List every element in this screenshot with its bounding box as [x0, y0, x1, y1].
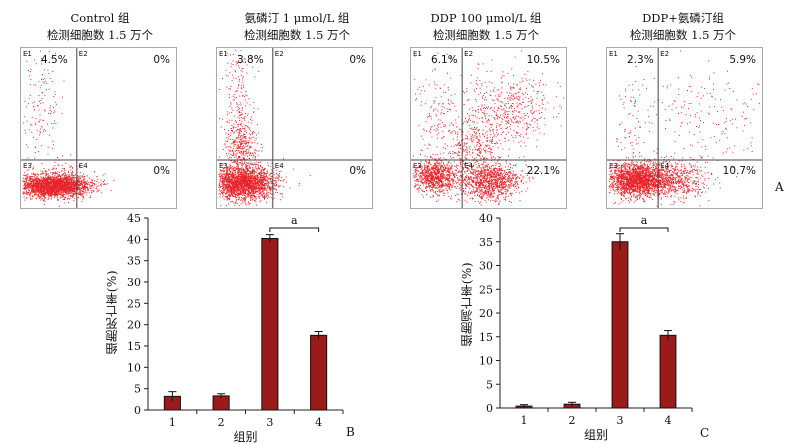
quadrant-percent-e2: 10.5% — [526, 54, 560, 66]
chart-b-ytick-label: 20 — [127, 319, 141, 332]
chart-b-ytick-label: 0 — [134, 404, 141, 417]
panel-letter-b: B — [346, 425, 355, 439]
quadrant-percent-e1: 6.1% — [431, 54, 458, 66]
quadrant-percent-e1: 3.8% — [237, 54, 264, 66]
chart-c-ytick-label: 35 — [479, 236, 493, 249]
chart-c-ytick-label: 30 — [479, 260, 493, 273]
quadrant-percent-e1: 2.3% — [627, 54, 654, 66]
quadrant-percent-e4: 10.7% — [722, 165, 756, 177]
flow-panel-2: E1 E2 E3 E4 3.8% 0% 0% — [216, 47, 373, 209]
flow-scatter-4 — [607, 48, 762, 208]
flow-scatter-3 — [411, 48, 566, 208]
chart-c: 0 5 10 15 20 25 30 35 40 1 2 3 4 a 组别 C — [479, 212, 709, 442]
flow-panel-2-name: 氨磷汀 1 μmol/L 组 — [244, 11, 350, 25]
quadrant-label-e2: E2 — [274, 50, 284, 58]
chart-b-ytick-label: 35 — [127, 255, 141, 268]
panel-letter-c: C — [700, 426, 709, 440]
chart-b-ylabel: 细胞死亡率(%) — [105, 270, 119, 355]
flow-panel-1: E1 E2 E3 E4 4.5% 0% 0% — [20, 47, 177, 209]
flow-panel-1-name: Control 组 — [70, 11, 130, 25]
chart-c-ytick-label: 10 — [479, 355, 493, 368]
flow-panel-2-count: 检测细胞数 1.5 万个 — [243, 28, 351, 42]
chart-b-significance-bracket — [269, 227, 320, 232]
quadrant-percent-e4: 22.1% — [526, 165, 560, 177]
quadrant-percent-e2: 0% — [349, 54, 366, 66]
flow-panel-3: E1 E2 E3 E4 6.1% 10.5% 22.1% — [410, 47, 567, 209]
chart-c-ytick-label: 40 — [479, 212, 493, 225]
quadrant-percent-e1: 4.5% — [41, 54, 68, 66]
flow-panel-4: E1 E2 E3 E4 2.3% 5.9% 10.7% — [606, 47, 763, 209]
chart-c-xlabel: 组别 — [584, 428, 608, 442]
quadrant-label-e4: E4 — [274, 162, 284, 170]
flow-panel-4-title: DDP+氨磷汀组 检测细胞数 1.5 万个 — [583, 10, 783, 44]
quadrant-label-e3: E3 — [219, 162, 228, 170]
chart-b-xlabel: 组别 — [233, 430, 257, 444]
quadrant-label-e4: E4 — [660, 162, 670, 170]
chart-b: 0 5 10 15 20 25 30 35 40 45 1 2 3 4 a 组别 B — [127, 212, 355, 444]
chart-c-bar-3 — [611, 241, 629, 409]
chart-c-xtick-label: 2 — [569, 414, 576, 427]
quadrant-label-e2: E2 — [660, 50, 670, 58]
flow-scatter-1 — [21, 48, 176, 208]
chart-c-significance-bracket — [619, 227, 669, 232]
quadrant-percent-e2: 0% — [153, 54, 170, 66]
flow-scatter-2 — [217, 48, 372, 208]
chart-b-xtick-label: 3 — [266, 416, 273, 429]
flow-panel-3-count: 检测细胞数 1.5 万个 — [432, 28, 540, 42]
quadrant-percent-e2: 5.9% — [729, 54, 756, 66]
chart-c-ytick-label: 20 — [479, 307, 493, 320]
chart-b-bar-4 — [310, 334, 328, 411]
chart-b-ytick-label: 15 — [127, 340, 141, 353]
quadrant-percent-e4: 0% — [349, 165, 366, 177]
chart-b-ytick-label: 45 — [127, 212, 141, 225]
chart-b-xtick-label: 2 — [218, 416, 225, 429]
quadrant-label-e1: E1 — [609, 50, 618, 58]
chart-c-xtick-label: 3 — [617, 414, 624, 427]
chart-b-bar-3 — [261, 237, 279, 411]
chart-b-xtick-label: 4 — [315, 416, 322, 429]
quadrant-label-e3: E3 — [609, 162, 618, 170]
chart-c-ylabel: 细胞凋亡率(%) — [460, 262, 474, 347]
chart-b-ytick-label: 25 — [127, 297, 141, 310]
flow-panel-1-title: Control 组 检测细胞数 1.5 万个 — [0, 10, 200, 44]
chart-b-ytick-label: 10 — [127, 361, 141, 374]
quadrant-label-e4: E4 — [78, 162, 88, 170]
quadrant-label-e4: E4 — [464, 162, 474, 170]
chart-b-ytick-label: 40 — [127, 233, 141, 246]
flow-panel-3-name: DDP 100 μmol/L 组 — [430, 11, 542, 25]
quadrant-label-e2: E2 — [78, 50, 88, 58]
flow-panel-4-count: 检测细胞数 1.5 万个 — [629, 28, 737, 42]
chart-c-ytick-label: 5 — [486, 378, 493, 391]
chart-b-ytick-label: 30 — [127, 276, 141, 289]
chart-c-ytick-label: 25 — [479, 283, 493, 296]
quadrant-label-e1: E1 — [23, 50, 32, 58]
chart-c-xtick-label: 4 — [665, 414, 672, 427]
flow-panel-3-title: DDP 100 μmol/L 组 检测细胞数 1.5 万个 — [386, 10, 586, 44]
quadrant-label-e1: E1 — [413, 50, 422, 58]
chart-c-bar-4 — [659, 334, 677, 409]
panel-letter-a: A — [775, 180, 784, 194]
chart-c-xtick-label: 1 — [521, 414, 528, 427]
chart-b-xtick-label: 1 — [169, 416, 176, 429]
flow-panel-2-title: 氨磷汀 1 μmol/L 组 检测细胞数 1.5 万个 — [197, 10, 397, 44]
flow-panel-4-name: DDP+氨磷汀组 — [642, 11, 724, 25]
quadrant-percent-e4: 0% — [153, 165, 170, 177]
chart-c-ytick-label: 0 — [486, 402, 493, 415]
flow-panel-1-count: 检测细胞数 1.5 万个 — [46, 28, 154, 42]
chart-c-significance-label: a — [641, 214, 648, 227]
chart-b-significance-label: a — [291, 214, 298, 227]
chart-b-ytick-label: 5 — [134, 383, 141, 396]
chart-c-ytick-label: 15 — [479, 331, 493, 344]
quadrant-label-e2: E2 — [464, 50, 474, 58]
quadrant-label-e3: E3 — [23, 162, 32, 170]
quadrant-label-e3: E3 — [413, 162, 422, 170]
quadrant-label-e1: E1 — [219, 50, 228, 58]
